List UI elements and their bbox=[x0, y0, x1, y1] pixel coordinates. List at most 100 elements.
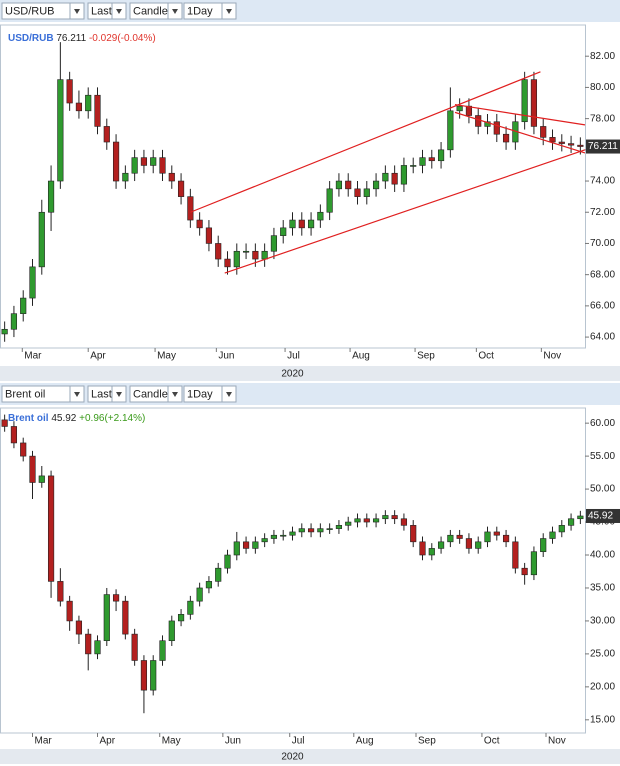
dropdown[interactable]: Candle bbox=[129, 2, 183, 20]
dropdown-box[interactable] bbox=[183, 2, 237, 20]
dropdown-box[interactable] bbox=[87, 385, 127, 403]
x-tick-label: Mar bbox=[35, 736, 53, 747]
candle-body bbox=[391, 172, 398, 185]
y-tick-label: 30.00 bbox=[590, 616, 615, 627]
dropdown[interactable]: USD/RUB bbox=[1, 2, 85, 20]
candle-body bbox=[363, 188, 370, 197]
candle-body bbox=[298, 219, 305, 229]
candle-body bbox=[307, 219, 315, 229]
candle-body bbox=[354, 518, 361, 523]
x-tick-label: Aug bbox=[356, 736, 374, 747]
candle-body bbox=[242, 541, 250, 549]
plot-area bbox=[0, 407, 586, 734]
dropdown[interactable]: Brent oil bbox=[1, 385, 85, 403]
y-tick-label: 78.00 bbox=[590, 113, 615, 124]
dropdown-box[interactable] bbox=[1, 385, 85, 403]
candle-body bbox=[103, 126, 110, 143]
y-tick-label: 15.00 bbox=[590, 714, 615, 725]
y-tick-label: 55.00 bbox=[590, 451, 615, 462]
dropdown-box[interactable] bbox=[1, 2, 85, 20]
candle-body bbox=[307, 528, 315, 533]
candle-body bbox=[196, 587, 203, 602]
candle-body bbox=[85, 633, 92, 655]
trend-line bbox=[454, 111, 586, 154]
dropdown-box[interactable] bbox=[129, 2, 183, 20]
plot-area bbox=[0, 24, 586, 349]
x-tick-label: Sep bbox=[418, 736, 436, 747]
candle-body bbox=[233, 541, 240, 556]
dropdown-box[interactable] bbox=[87, 2, 127, 20]
candle-body bbox=[289, 219, 296, 229]
dropdown-arrow bbox=[74, 9, 80, 14]
quote-price: 45.92 bbox=[51, 413, 76, 424]
dropdown-label[interactable]: Last bbox=[91, 388, 112, 400]
y-tick-label: 60.00 bbox=[590, 418, 615, 429]
y-tick-label: 66.00 bbox=[590, 301, 615, 312]
x-tick-label: Jul bbox=[287, 351, 300, 362]
candle-body bbox=[456, 534, 463, 539]
candle-body bbox=[540, 126, 547, 138]
dropdown-label[interactable]: 1Day bbox=[187, 5, 213, 17]
dropdown[interactable]: Last bbox=[87, 2, 127, 20]
candle-body bbox=[187, 600, 194, 615]
candle-body bbox=[66, 79, 73, 104]
dropdown-label[interactable]: 1Day bbox=[187, 388, 213, 400]
candle-body bbox=[94, 640, 101, 655]
candle-body bbox=[261, 538, 268, 543]
dropdown-label[interactable]: USD/RUB bbox=[5, 5, 55, 17]
quote-header: Brent oil 45.92 +0.96(+2.14%) bbox=[8, 413, 145, 424]
candle-body bbox=[493, 531, 500, 536]
candle-body bbox=[549, 531, 556, 539]
dropdown-label[interactable]: Last bbox=[91, 5, 112, 17]
dropdown-arrow bbox=[74, 392, 80, 397]
x-tick-label: Jun bbox=[218, 351, 234, 362]
dropdown-arrow bbox=[226, 392, 232, 397]
candle-body bbox=[345, 521, 352, 526]
candle-body bbox=[456, 105, 463, 112]
y-tick-label: 25.00 bbox=[590, 649, 615, 660]
dropdown-box[interactable] bbox=[183, 385, 237, 403]
dropdown-arrow bbox=[172, 392, 178, 397]
quote-header: USD/RUB 76.211 -0.029(-0.04%) bbox=[8, 33, 156, 44]
candle-body bbox=[103, 594, 110, 642]
candle-body bbox=[335, 525, 343, 529]
candle-body bbox=[447, 534, 454, 543]
dropdown[interactable]: 1Day bbox=[183, 385, 237, 403]
dropdown-arrow bbox=[226, 9, 232, 14]
candle-body bbox=[484, 531, 491, 543]
dropdown-label[interactable]: Candle bbox=[133, 388, 168, 400]
candle-body bbox=[549, 137, 556, 143]
x-tick-label: Sep bbox=[417, 351, 435, 362]
quote-change: +0.96(+2.14%) bbox=[79, 413, 145, 424]
candle-body bbox=[205, 227, 213, 244]
year-label: 2020 bbox=[281, 752, 304, 763]
x-tick-label: Mar bbox=[24, 351, 42, 362]
dropdown[interactable]: Last bbox=[87, 385, 127, 403]
candle-body bbox=[521, 567, 528, 576]
candle-body bbox=[465, 105, 473, 116]
dropdown-arrow bbox=[172, 9, 178, 14]
year-label: 2020 bbox=[281, 369, 304, 380]
candle-body bbox=[177, 614, 185, 622]
y-tick-label: 80.00 bbox=[590, 82, 615, 93]
candle-body bbox=[567, 518, 575, 526]
dropdown-box[interactable] bbox=[129, 385, 183, 403]
candle-body bbox=[150, 157, 157, 166]
dropdown-arrow bbox=[116, 392, 122, 397]
dropdown-label[interactable]: Candle bbox=[133, 5, 168, 17]
dropdown[interactable]: Candle bbox=[129, 385, 183, 403]
candle-body bbox=[447, 110, 454, 151]
candle-body bbox=[558, 525, 565, 533]
candle-body bbox=[112, 594, 120, 602]
candle-body bbox=[475, 115, 482, 127]
candle-body bbox=[1, 419, 8, 427]
x-tick-label: May bbox=[162, 736, 181, 747]
candle-body bbox=[196, 219, 203, 229]
y-tick-label: 40.00 bbox=[590, 550, 615, 561]
candle-body bbox=[298, 528, 305, 533]
candle-body bbox=[75, 620, 83, 635]
dropdown[interactable]: 1Day bbox=[183, 2, 237, 20]
dropdown-label[interactable]: Brent oil bbox=[5, 388, 45, 400]
candle-body bbox=[493, 121, 500, 135]
